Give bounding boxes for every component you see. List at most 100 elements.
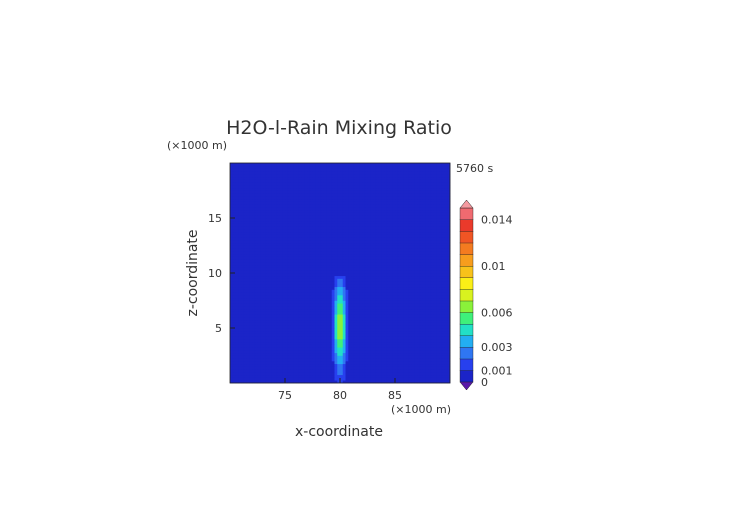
heatmap-cell [329,218,333,222]
heatmap-cell [375,328,379,332]
heatmap-cell [334,251,338,255]
heatmap-cell [422,273,426,277]
heatmap-cell [271,242,275,246]
heatmap-cell [340,336,344,340]
heatmap-cell [367,270,371,274]
heatmap-cell [417,336,421,340]
heatmap-cell [386,328,390,332]
heatmap-cell [444,212,448,216]
heatmap-cell [384,308,388,312]
heatmap-cell [301,322,305,326]
heatmap-cell [444,319,448,323]
heatmap-cell [406,264,410,268]
heatmap-cell [271,253,275,257]
heatmap-cell [351,372,355,376]
heatmap-cell [373,264,377,268]
heatmap-cell [375,275,379,279]
heatmap-cell [304,264,308,268]
heatmap-cell [444,251,448,255]
heatmap-cell [384,292,388,296]
heatmap-cell [439,259,443,263]
heatmap-cell [384,262,388,266]
heatmap-cell [235,311,239,315]
heatmap-cell [351,289,355,293]
heatmap-cell [411,281,415,285]
heatmap-cell [287,339,291,343]
heatmap-cell [263,306,267,310]
heatmap-cell [276,215,280,219]
heatmap-cell [351,256,355,260]
heatmap-cell [263,245,267,249]
heatmap-cell [430,242,434,246]
heatmap-cell [235,361,239,365]
heatmap-cell [337,278,341,282]
heatmap-cell [274,262,278,266]
heatmap-cell [276,377,280,381]
heatmap-cell [296,341,300,345]
heatmap-cell [381,270,385,274]
heatmap-cell [403,297,407,301]
heatmap-cell [364,300,368,304]
heatmap-cell [381,215,385,219]
heatmap-cell [232,223,236,227]
heatmap-cell [246,300,250,304]
heatmap-cell [315,374,319,378]
heatmap-cell [307,267,311,271]
heatmap-cell [235,377,239,381]
heatmap-cell [257,372,261,376]
heatmap-cell [417,317,421,321]
heatmap-cell [241,267,245,271]
heatmap-cell [414,297,418,301]
heatmap-cell [417,223,421,227]
heatmap-cell [425,226,429,230]
heatmap-cell [304,336,308,340]
heatmap-cell [263,270,267,274]
heatmap-cell [351,281,355,285]
heatmap-cell [246,330,250,334]
heatmap-cell [447,380,451,384]
heatmap-cell [337,229,341,233]
heatmap-cell [411,284,415,288]
heatmap-cell [441,218,445,222]
heatmap-cell [348,218,352,222]
heatmap-cell [298,363,302,367]
heatmap-cell [304,361,308,365]
heatmap-cell [425,223,429,227]
heatmap-cell [397,314,401,318]
heatmap-cell [359,330,363,334]
heatmap-cell [337,322,341,326]
heatmap-cell [235,226,239,230]
heatmap-cell [367,325,371,329]
heatmap-cell [238,234,242,238]
heatmap-cell [326,229,330,233]
heatmap-cell [447,286,451,290]
heatmap-cell [348,267,352,271]
heatmap-cell [246,267,250,271]
heatmap-cell [356,289,360,293]
heatmap-cell [254,286,258,290]
heatmap-cell [265,259,269,263]
heatmap-cell [271,295,275,299]
heatmap-cell [285,319,289,323]
heatmap-cell [307,226,311,230]
heatmap-cell [301,248,305,252]
heatmap-cell [243,284,247,288]
heatmap-cell [367,212,371,216]
heatmap-cell [351,259,355,263]
heatmap-cell [389,336,393,340]
heatmap-cell [260,372,264,376]
heatmap-cell [373,333,377,337]
heatmap-cell [444,303,448,307]
heatmap-cell [263,319,267,323]
heatmap-cell [395,361,399,365]
heatmap-cell [362,267,366,271]
heatmap-cell [287,308,291,312]
heatmap-cell [246,253,250,257]
heatmap-cell [381,273,385,277]
heatmap-cell [428,264,432,268]
heatmap-cell [367,297,371,301]
heatmap-cell [301,264,305,268]
heatmap-cell [238,267,242,271]
heatmap-cell [356,234,360,238]
heatmap-cell [307,374,311,378]
